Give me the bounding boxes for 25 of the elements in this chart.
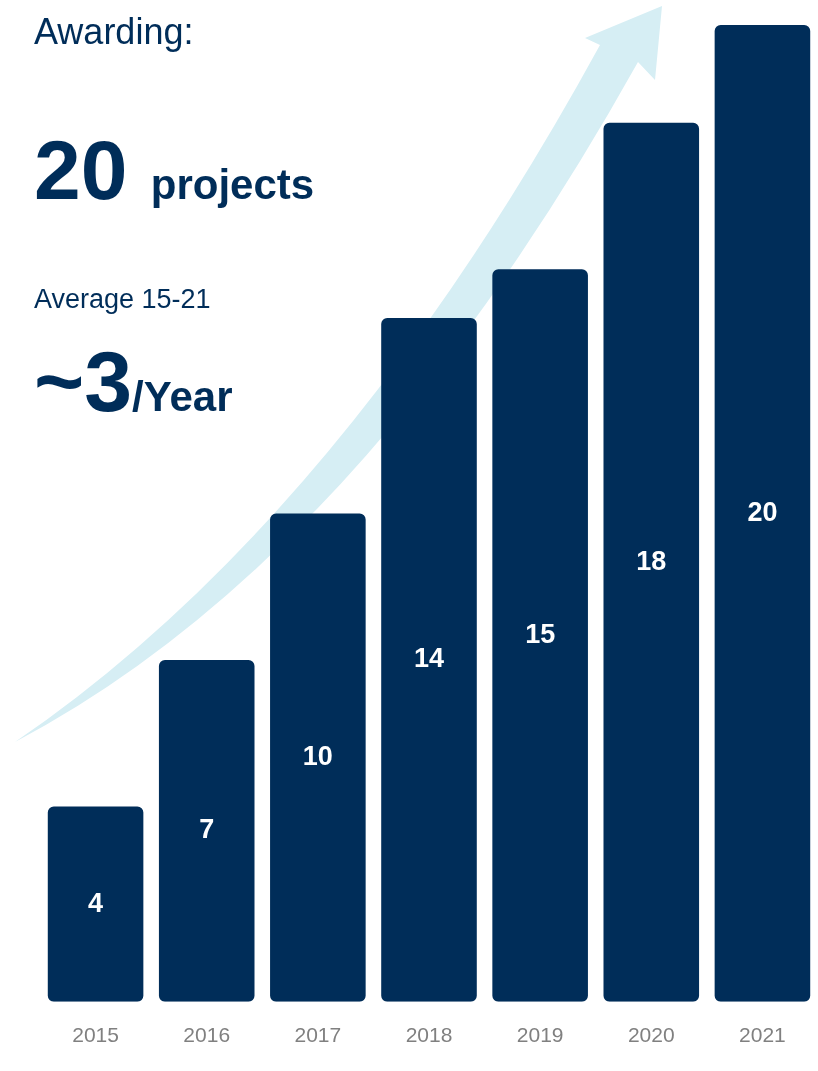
x-tick-label: 2018 — [405, 1023, 453, 1047]
x-tick-label: 2017 — [294, 1023, 342, 1047]
annotation: Average 15-21 — [34, 284, 211, 314]
data-label: 4 — [88, 887, 104, 918]
bar — [158, 659, 255, 1002]
data-label: 10 — [302, 741, 333, 772]
annotation: Awarding: — [34, 11, 194, 52]
x-tick-label: 2015 — [72, 1023, 119, 1047]
x-tick-label: 2020 — [627, 1023, 675, 1047]
bar — [714, 25, 811, 1002]
bar — [270, 513, 366, 1002]
annotation: ~3/Year — [34, 333, 233, 429]
x-tick-label: 2021 — [739, 1023, 786, 1047]
data-label: 14 — [413, 643, 445, 674]
data-label: 15 — [525, 618, 556, 649]
x-tick-label: 2019 — [516, 1023, 564, 1047]
bar — [492, 269, 588, 1002]
data-label: 18 — [636, 545, 667, 576]
bar — [381, 318, 477, 1002]
bar — [603, 122, 700, 1002]
data-label: 20 — [747, 496, 778, 527]
data-label: 7 — [199, 814, 215, 845]
annotation: 20 projects — [34, 123, 315, 217]
x-tick-label: 2016 — [183, 1023, 231, 1047]
bar — [47, 806, 144, 1002]
